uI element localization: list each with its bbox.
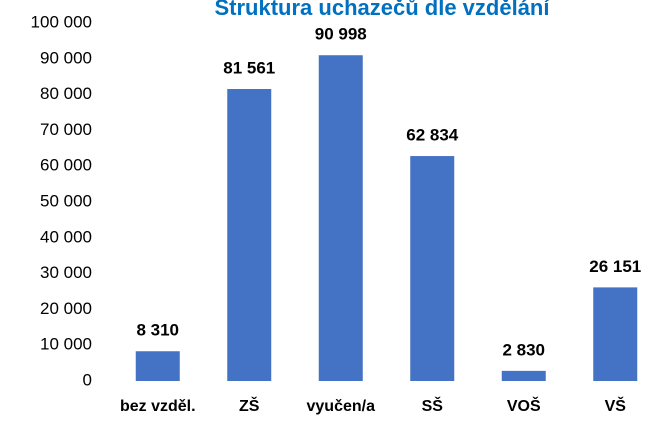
y-tick-label: 10 000 <box>40 335 92 354</box>
y-tick-label: 20 000 <box>40 299 92 318</box>
x-tick-label: VOŠ <box>506 398 541 415</box>
y-tick-label: 0 <box>83 370 92 389</box>
y-tick-label: 40 000 <box>40 227 92 246</box>
y-tick-label: 80 000 <box>40 84 92 103</box>
data-label: 62 834 <box>406 126 459 145</box>
data-label: 8 310 <box>136 321 179 340</box>
y-tick-label: 70 000 <box>40 120 92 139</box>
y-tick-label: 90 000 <box>40 48 92 67</box>
x-tick-label: SŠ <box>421 398 443 415</box>
data-label: 26 151 <box>589 257 641 276</box>
data-label: 2 830 <box>502 340 545 359</box>
data-label: 81 561 <box>223 58 275 77</box>
y-tick-label: 50 000 <box>40 191 92 210</box>
bar <box>410 156 455 381</box>
x-tick-label: ZŠ <box>239 398 260 415</box>
chart-title: Struktura uchazečů dle vzdělání <box>215 0 551 20</box>
x-tick-label: VŠ <box>604 398 626 415</box>
bar <box>227 89 272 381</box>
y-tick-label: 100 000 <box>31 12 92 31</box>
bar <box>135 351 180 381</box>
bar <box>318 55 363 381</box>
x-tick-label: vyučen/a <box>306 398 375 415</box>
bar <box>501 370 546 381</box>
bar <box>593 287 638 381</box>
y-tick-label: 60 000 <box>40 156 92 175</box>
y-tick-label: 30 000 <box>40 263 92 282</box>
x-tick-label: bez vzděl. <box>119 398 196 415</box>
data-label: 90 998 <box>315 25 367 44</box>
